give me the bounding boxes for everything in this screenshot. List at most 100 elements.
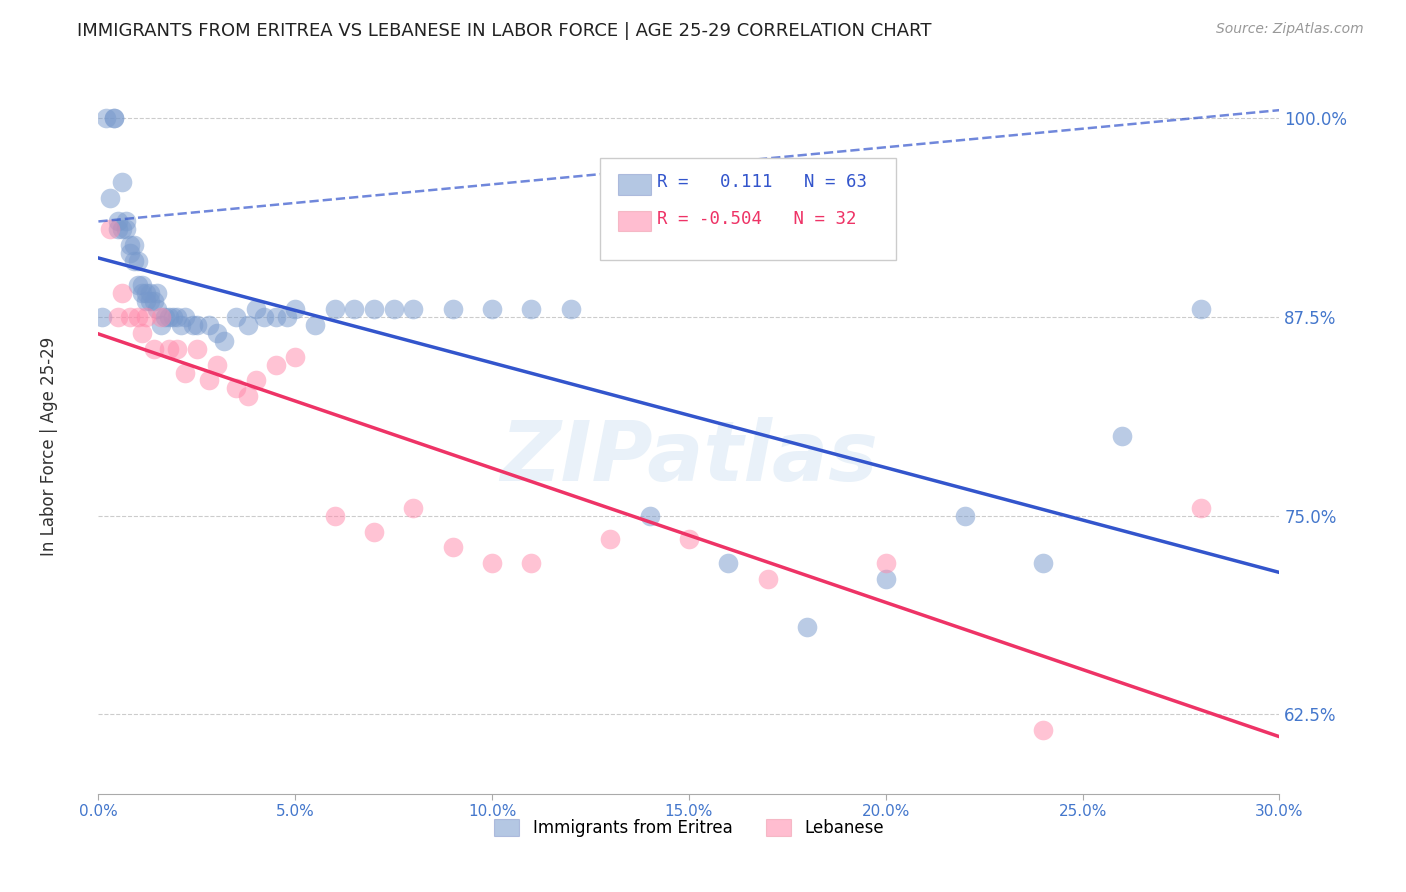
Point xyxy=(162,310,184,324)
Point xyxy=(264,310,287,324)
Point xyxy=(118,238,141,252)
Point xyxy=(481,301,503,316)
Point xyxy=(170,318,193,332)
Point xyxy=(363,524,385,539)
Text: ZIPatlas: ZIPatlas xyxy=(501,417,877,498)
Point xyxy=(118,310,141,324)
Point xyxy=(127,254,149,268)
Point xyxy=(118,246,141,260)
Text: In Labor Force | Age 25-29: In Labor Force | Age 25-29 xyxy=(41,336,58,556)
Point xyxy=(146,285,169,300)
Point xyxy=(875,572,897,586)
Point xyxy=(157,310,180,324)
Point xyxy=(98,191,121,205)
Point xyxy=(150,310,173,324)
Point xyxy=(225,381,247,395)
Point xyxy=(1111,429,1133,443)
Point xyxy=(103,111,125,125)
Point xyxy=(135,310,157,324)
Point xyxy=(245,374,267,388)
Point xyxy=(599,533,621,547)
Point xyxy=(402,301,425,316)
Point xyxy=(138,285,160,300)
Point xyxy=(91,310,114,324)
Point xyxy=(382,301,405,316)
Point xyxy=(197,374,219,388)
Legend: Immigrants from Eritrea, Lebanese: Immigrants from Eritrea, Lebanese xyxy=(488,813,890,844)
Point xyxy=(96,111,118,125)
Point xyxy=(236,389,259,403)
Point xyxy=(103,111,125,125)
Point xyxy=(186,342,208,356)
Point xyxy=(638,508,661,523)
Point xyxy=(115,222,138,236)
FancyBboxPatch shape xyxy=(600,158,896,260)
Point xyxy=(122,238,145,252)
Point xyxy=(1032,723,1054,738)
Point xyxy=(115,214,138,228)
Point xyxy=(174,310,197,324)
Point xyxy=(756,572,779,586)
Text: Source: ZipAtlas.com: Source: ZipAtlas.com xyxy=(1216,22,1364,37)
Point xyxy=(402,500,425,515)
Point xyxy=(520,301,543,316)
Point xyxy=(131,285,153,300)
Point xyxy=(560,301,582,316)
Point xyxy=(717,557,740,571)
Text: IMMIGRANTS FROM ERITREA VS LEBANESE IN LABOR FORCE | AGE 25-29 CORRELATION CHART: IMMIGRANTS FROM ERITREA VS LEBANESE IN L… xyxy=(77,22,932,40)
Text: R =   0.111   N = 63: R = 0.111 N = 63 xyxy=(657,173,868,192)
Point xyxy=(245,301,267,316)
Point xyxy=(441,541,464,555)
Text: R = -0.504   N = 32: R = -0.504 N = 32 xyxy=(657,210,856,228)
Point xyxy=(253,310,276,324)
Point xyxy=(304,318,326,332)
Point xyxy=(127,278,149,293)
Point xyxy=(205,326,228,340)
Point xyxy=(135,293,157,308)
Point xyxy=(276,310,298,324)
FancyBboxPatch shape xyxy=(619,174,651,194)
Point xyxy=(155,310,177,324)
Point xyxy=(197,318,219,332)
Point xyxy=(157,342,180,356)
Point xyxy=(122,254,145,268)
Point xyxy=(323,508,346,523)
Point xyxy=(441,301,464,316)
Point xyxy=(138,293,160,308)
Point xyxy=(284,301,307,316)
Point xyxy=(146,301,169,316)
Point xyxy=(150,318,173,332)
Point xyxy=(1189,301,1212,316)
Point xyxy=(111,175,134,189)
Point xyxy=(181,318,204,332)
Point xyxy=(284,350,307,364)
Point xyxy=(236,318,259,332)
Point xyxy=(796,620,818,634)
Point xyxy=(111,285,134,300)
Point xyxy=(127,310,149,324)
Point xyxy=(1189,500,1212,515)
Point xyxy=(131,278,153,293)
Point xyxy=(98,222,121,236)
Point xyxy=(953,508,976,523)
Point xyxy=(166,310,188,324)
Point xyxy=(678,533,700,547)
Point xyxy=(111,222,134,236)
Point xyxy=(107,222,129,236)
Point xyxy=(343,301,366,316)
Point xyxy=(1032,557,1054,571)
Point xyxy=(135,285,157,300)
Point xyxy=(142,342,165,356)
Point xyxy=(166,342,188,356)
Point xyxy=(323,301,346,316)
Point xyxy=(225,310,247,324)
Point xyxy=(131,326,153,340)
Point xyxy=(264,358,287,372)
Point xyxy=(214,334,236,348)
Point xyxy=(481,557,503,571)
Point xyxy=(186,318,208,332)
Point xyxy=(107,310,129,324)
Point xyxy=(174,366,197,380)
FancyBboxPatch shape xyxy=(619,211,651,231)
Point xyxy=(875,557,897,571)
